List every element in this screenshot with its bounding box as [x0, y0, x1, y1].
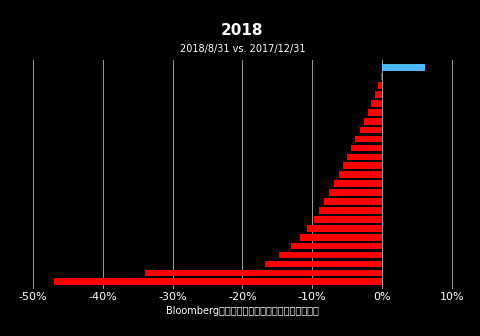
Bar	[378, 82, 382, 89]
Bar	[375, 91, 382, 98]
Bar	[355, 136, 382, 142]
Bar	[145, 269, 382, 276]
Bar	[364, 118, 382, 125]
Bar	[334, 180, 382, 187]
Bar	[329, 189, 382, 196]
Bar	[351, 144, 382, 151]
Bar	[313, 216, 382, 223]
Bar	[324, 198, 382, 205]
Bar	[368, 109, 382, 116]
Bar	[279, 252, 382, 258]
Bar	[54, 279, 382, 285]
Text: 2018/8/31 vs. 2017/12/31: 2018/8/31 vs. 2017/12/31	[180, 44, 305, 54]
Bar	[264, 261, 382, 267]
Bar	[360, 127, 382, 133]
Bar	[372, 100, 382, 107]
Bar	[339, 171, 382, 178]
Bar	[307, 225, 382, 232]
X-axis label: Bloombergより住友商事グローバルリサーチ作成: Bloombergより住友商事グローバルリサーチ作成	[166, 306, 319, 316]
Bar	[300, 234, 382, 241]
Bar	[343, 162, 382, 169]
Text: 2018: 2018	[221, 23, 264, 38]
Bar	[347, 154, 382, 160]
Bar	[382, 64, 425, 71]
Bar	[291, 243, 382, 249]
Bar	[319, 207, 382, 214]
Bar	[381, 73, 382, 80]
